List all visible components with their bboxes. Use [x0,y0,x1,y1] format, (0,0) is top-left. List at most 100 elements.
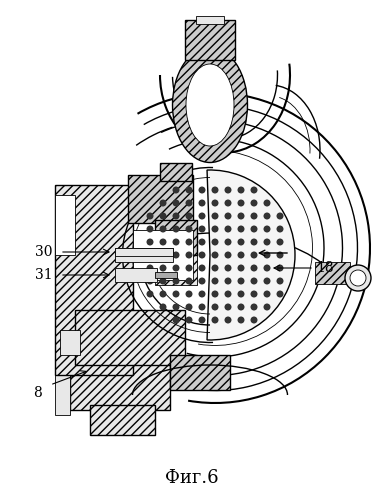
Circle shape [251,290,258,298]
Circle shape [147,226,154,232]
Ellipse shape [186,64,234,146]
Circle shape [147,290,154,298]
Circle shape [147,212,154,220]
Circle shape [224,226,231,232]
Circle shape [211,278,219,284]
Bar [315,262,350,284]
Circle shape [263,264,271,272]
Circle shape [186,212,192,220]
Circle shape [199,200,206,206]
Circle shape [159,200,166,206]
Circle shape [211,252,219,258]
Circle shape [251,278,258,284]
Circle shape [238,226,244,232]
Circle shape [263,238,271,246]
Circle shape [238,238,244,246]
Circle shape [211,200,219,206]
Circle shape [211,316,219,324]
Circle shape [172,278,179,284]
Circle shape [238,252,244,258]
Circle shape [263,226,271,232]
Circle shape [238,200,244,206]
Circle shape [238,212,244,220]
Text: 31: 31 [35,268,53,282]
Circle shape [238,316,244,324]
Circle shape [159,264,166,272]
Circle shape [199,226,206,232]
Circle shape [199,212,206,220]
Circle shape [172,264,179,272]
Circle shape [186,290,192,298]
Circle shape [172,186,179,194]
Circle shape [186,304,192,310]
Text: 8: 8 [33,386,42,400]
Circle shape [224,264,231,272]
Bar [55,355,70,415]
Circle shape [172,304,179,310]
Bar [115,248,173,256]
Bar [115,268,157,282]
Circle shape [238,278,244,284]
Circle shape [186,186,192,194]
Circle shape [263,278,271,284]
Bar [55,195,75,255]
Circle shape [186,238,192,246]
Circle shape [159,290,166,298]
Circle shape [211,212,219,220]
Circle shape [172,212,179,220]
Circle shape [147,278,154,284]
Circle shape [224,278,231,284]
Bar [185,20,235,60]
Circle shape [276,278,283,284]
Circle shape [186,226,192,232]
Circle shape [147,264,154,272]
Circle shape [159,252,166,258]
Circle shape [263,252,271,258]
Circle shape [263,212,271,220]
Circle shape [251,186,258,194]
Circle shape [224,290,231,298]
Circle shape [224,252,231,258]
Bar [155,220,197,255]
Circle shape [238,304,244,310]
Circle shape [276,264,283,272]
Circle shape [251,238,258,246]
Circle shape [263,200,271,206]
Circle shape [251,226,258,232]
Circle shape [211,264,219,272]
Circle shape [211,238,219,246]
Circle shape [224,200,231,206]
Circle shape [186,252,192,258]
Circle shape [199,186,206,194]
Circle shape [350,270,366,286]
Bar [196,16,224,24]
Bar [128,175,193,223]
Circle shape [224,316,231,324]
Circle shape [276,226,283,232]
Circle shape [211,186,219,194]
Bar [115,248,173,262]
Circle shape [159,212,166,220]
Circle shape [224,186,231,194]
Bar [60,330,80,355]
Circle shape [159,238,166,246]
Bar [75,310,185,365]
Text: 18: 18 [316,261,334,275]
Circle shape [345,265,371,291]
Circle shape [199,304,206,310]
Circle shape [199,252,206,258]
Circle shape [276,252,283,258]
Circle shape [276,238,283,246]
Circle shape [159,226,166,232]
Circle shape [211,226,219,232]
Circle shape [251,212,258,220]
Circle shape [251,252,258,258]
Circle shape [251,304,258,310]
Bar [160,163,192,181]
Circle shape [172,290,179,298]
Circle shape [147,252,154,258]
Wedge shape [207,170,295,340]
Circle shape [172,252,179,258]
Circle shape [263,304,271,310]
Circle shape [238,290,244,298]
